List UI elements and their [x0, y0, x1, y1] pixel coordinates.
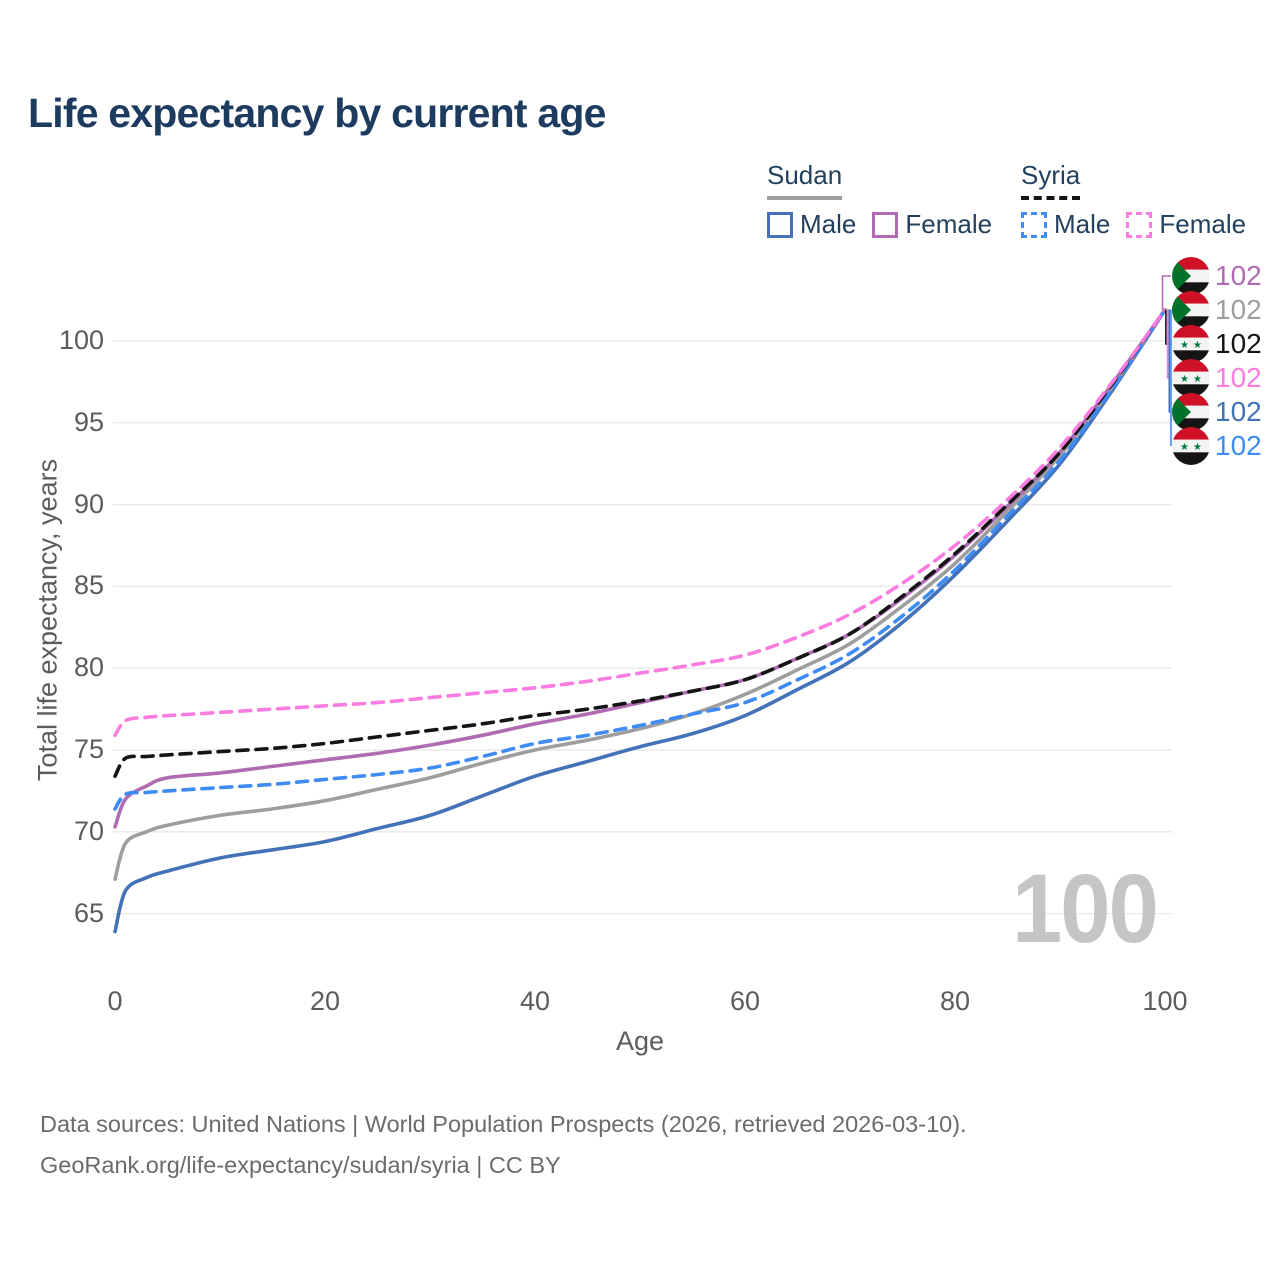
syria-flag-icon: ★ ★	[1172, 325, 1210, 363]
y-tick-65: 65	[73, 897, 104, 928]
end-value: 102	[1215, 260, 1262, 291]
x-tick-60: 60	[729, 986, 761, 1016]
series-line-sudan-male	[113, 308, 1167, 934]
y-tick-85: 85	[73, 570, 104, 601]
end-label-syria-male: ★ ★ 102	[1172, 427, 1262, 465]
legend-group-sudan: Sudan Male Female	[767, 160, 1008, 240]
legend-label-syria-male[interactable]: Male	[1054, 209, 1111, 239]
legend-label-sudan-female[interactable]: Female	[905, 209, 993, 239]
sudan-flag-icon	[1172, 393, 1210, 431]
legend-swatch-syria-female[interactable]	[1126, 211, 1153, 238]
footer-data-sources: Data sources: United Nations | World Pop…	[40, 1111, 967, 1137]
svg-text:★: ★	[1180, 374, 1189, 385]
y-tick-95: 95	[73, 406, 104, 437]
series-line-syria-male	[113, 308, 1167, 811]
sudan-flag-icon	[1172, 291, 1210, 329]
legend-sudan-header[interactable]: Sudan	[767, 160, 843, 200]
svg-text:★: ★	[1180, 442, 1189, 453]
end-label-connector	[1161, 275, 1171, 310]
end-value: 102	[1215, 294, 1262, 325]
end-label-syria-both-sexes: ★ ★ 102	[1172, 325, 1262, 363]
page-title: Life expectancy by current age	[28, 90, 606, 136]
y-tick-100: 100	[58, 325, 104, 355]
end-label-sudan-female: 102	[1172, 257, 1262, 295]
end-value: 102	[1215, 328, 1262, 359]
legend-group-syria: Syria Male Female	[1021, 160, 1262, 240]
series-line-sudan-both-sexes	[113, 308, 1167, 881]
legend-syria-header[interactable]: Syria	[1021, 160, 1081, 200]
legend-label-sudan-male[interactable]: Male	[800, 209, 857, 239]
footer-attribution: GeoRank.org/life-expectancy/sudan/syria …	[40, 1152, 561, 1178]
x-tick-0: 0	[107, 986, 123, 1016]
legend-swatch-sudan-male[interactable]	[767, 211, 793, 238]
x-tick-80: 80	[939, 986, 971, 1016]
y-tick-75: 75	[73, 734, 104, 764]
sudan-flag-icon	[1172, 257, 1210, 295]
legend-swatch-syria-male[interactable]	[1021, 211, 1047, 238]
end-label-sudan-male: 102	[1172, 393, 1262, 431]
svg-text:★: ★	[1193, 374, 1202, 385]
footer: Data sources: United Nations | World Pop…	[40, 1104, 967, 1186]
series-line-syria-female	[113, 308, 1167, 738]
end-value: 102	[1215, 362, 1262, 393]
x-tick-40: 40	[519, 986, 551, 1016]
x-axis-title: Age	[615, 1026, 665, 1056]
syria-flag-icon: ★ ★	[1172, 427, 1210, 465]
legend-label-syria-female[interactable]: Female	[1159, 209, 1247, 239]
age-watermark: 100	[1012, 854, 1159, 963]
end-value: 102	[1215, 430, 1262, 461]
end-label-syria-female: ★ ★ 102	[1172, 359, 1262, 397]
y-tick-90: 90	[73, 488, 104, 519]
y-axis-title: Total life expectancy, years	[32, 458, 63, 782]
svg-text:★: ★	[1193, 442, 1202, 453]
x-tick-20: 20	[309, 986, 341, 1016]
y-tick-70: 70	[73, 815, 104, 846]
syria-flag-icon: ★ ★	[1172, 359, 1210, 397]
svg-text:★: ★	[1180, 340, 1189, 351]
x-tick-100: 100	[1142, 986, 1188, 1016]
series-line-syria-both-sexes	[113, 308, 1167, 778]
svg-text:★: ★	[1193, 340, 1202, 351]
legend-swatch-sudan-female[interactable]	[872, 211, 899, 238]
end-label-sudan-both-sexes: 102	[1172, 291, 1262, 329]
end-value: 102	[1215, 396, 1262, 427]
y-tick-80: 80	[73, 652, 104, 683]
